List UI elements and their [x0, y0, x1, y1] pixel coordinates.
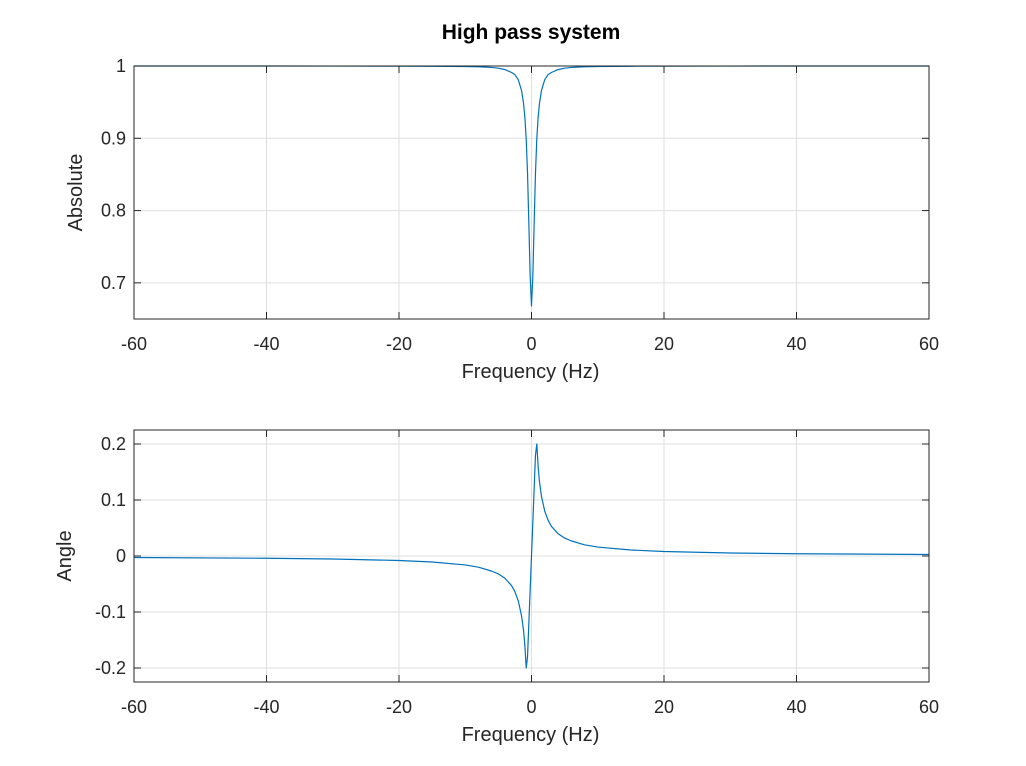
phase-y-tick-label: -0.2: [95, 658, 126, 678]
phase-x-tick-label: 60: [919, 697, 939, 717]
magnitude-y-tick-label: 1: [116, 56, 126, 76]
phase-axes: -60 -40 -20 0 20 40 60 -0.2 -0.1 0 0.1 0.2 Frequency…: [54, 429, 939, 746]
phase-y-tick-label: 0.1: [101, 490, 126, 510]
phase-x-tick-label: -20: [386, 697, 412, 717]
magnitude-x-tick-label: 40: [786, 334, 806, 354]
magnitude-y-axis-label: Absolute: [65, 154, 87, 232]
phase-x-tick-label: 20: [654, 697, 674, 717]
phase-x-axis-label: Frequency (Hz): [462, 724, 600, 746]
phase-y-axis-label: Angle: [54, 530, 76, 581]
magnitude-x-tick-label: 20: [654, 334, 674, 354]
phase-x-tick-label: -60: [121, 697, 147, 717]
magnitude-y-tick-label: 0.7: [101, 273, 126, 293]
phase-x-tick-label: 0: [526, 697, 536, 717]
phase-y-tick-label: 0: [116, 546, 126, 566]
magnitude-series-line-0: [134, 65, 929, 307]
magnitude-y-tick-label: 0.9: [101, 128, 126, 148]
figure-title: High pass system: [442, 21, 621, 44]
phase-y-tick-label: 0.2: [101, 434, 126, 454]
magnitude-x-axis-label: Frequency (Hz): [462, 361, 600, 383]
magnitude-x-tick-label: -40: [253, 334, 279, 354]
magnitude-x-tick-label: -20: [386, 334, 412, 354]
phase-y-tick-label: -0.1: [95, 602, 126, 622]
phase-x-tick-label: 40: [786, 697, 806, 717]
magnitude-x-tick-label: -60: [121, 334, 147, 354]
magnitude-axes: -60 -40 -20 0 20 40 60 0.7 0.8 0.9 1 Frequency (Hz)…: [65, 56, 939, 383]
phase-x-tick-label: -40: [253, 697, 279, 717]
magnitude-y-tick-label: 0.8: [101, 201, 126, 221]
magnitude-x-tick-label: 60: [919, 334, 939, 354]
phase-series-line-0: [133, 443, 930, 669]
magnitude-x-tick-label: 0: [526, 334, 536, 354]
